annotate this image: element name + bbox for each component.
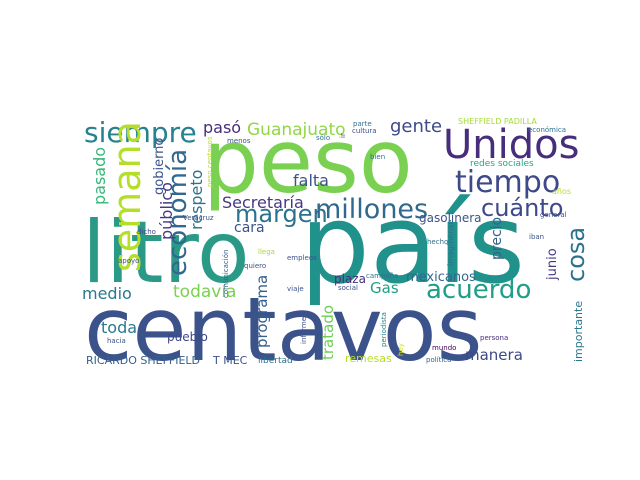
cloud-word: RICARDO SHEFFIELD [86, 354, 200, 367]
cloud-word: redes sociales [470, 159, 534, 169]
cloud-word: importante [572, 301, 585, 362]
cloud-word: años [552, 187, 571, 196]
cloud-word: hoy [397, 343, 405, 356]
cloud-word: cosa [562, 227, 590, 282]
cloud-word: cara [234, 220, 265, 236]
cloud-word: ir [339, 133, 347, 138]
cloud-word: periodista [380, 312, 388, 347]
cloud-word: todavía [173, 282, 236, 302]
cloud-word: gente [390, 116, 442, 137]
cloud-word: acuerdo [426, 275, 531, 305]
cloud-word: imagínense [446, 220, 455, 266]
cloud-word: Guanajuato [247, 120, 346, 140]
cloud-word: Gas [370, 279, 399, 297]
cloud-word: viaje [287, 285, 304, 293]
cloud-word: T MEC [212, 354, 248, 367]
cloud-word: toda [101, 318, 137, 337]
cloud-word: social [338, 284, 358, 292]
cloud-word: peso centavos [206, 136, 214, 187]
cloud-word: económica [528, 126, 566, 134]
cloud-word: Veracruz [183, 214, 214, 222]
cloud-word: pueblo [167, 330, 208, 344]
cloud-word: medio [82, 284, 132, 303]
cloud-word: comunicación [222, 250, 230, 298]
cloud-word: cuánto [481, 194, 563, 222]
cloud-word: dicho [137, 228, 156, 236]
cloud-word: gasolinera [419, 211, 482, 225]
cloud-word: parte [353, 120, 372, 128]
cloud-word: cultura [352, 127, 377, 135]
cloud-word: remesas [345, 352, 392, 365]
cloud-word: bien [370, 153, 385, 161]
cloud-word: libertad [258, 356, 293, 366]
cloud-word: política [426, 356, 451, 364]
cloud-word: sólo [316, 134, 330, 142]
cloud-word: pasó [203, 118, 241, 137]
cloud-word: manera [465, 346, 523, 364]
cloud-word: campaña [366, 272, 398, 280]
cloud-word: hecho [427, 238, 448, 246]
cloud-word: junio [545, 248, 560, 281]
word-cloud-background [80, 118, 576, 367]
cloud-word: público [157, 182, 176, 240]
cloud-word: litro [82, 203, 250, 303]
cloud-word: SHEFFIELD PADILLA [458, 117, 537, 126]
cloud-word: centavos [84, 278, 483, 381]
cloud-word: llega [258, 248, 275, 256]
cloud-word: Secretaría [222, 193, 304, 212]
cloud-word: hacia [107, 337, 126, 345]
cloud-word: apoyo [118, 257, 139, 265]
cloud-word: siempre [84, 116, 197, 149]
cloud-word: semana [105, 121, 149, 272]
cloud-word: tratado [319, 305, 337, 360]
cloud-word: informe [300, 317, 308, 344]
cloud-word: respeto [187, 170, 206, 230]
cloud-word: menos [227, 137, 251, 145]
cloud-word: persona [480, 334, 508, 342]
cloud-word: mexicanos [406, 270, 476, 285]
cloud-word: Unidos [443, 122, 579, 168]
cloud-word: quiero [244, 262, 266, 270]
cloud-word: tiempo [455, 165, 560, 200]
cloud-word: general [540, 211, 567, 219]
cloud-word: millones [315, 194, 428, 225]
cloud-word: precio [489, 217, 505, 260]
cloud-word: economía [163, 149, 193, 276]
cloud-word: empleos [287, 254, 317, 262]
cloud-word: margen [235, 200, 328, 228]
cloud-word: peso [203, 110, 413, 213]
cloud-word: mundo [432, 344, 456, 352]
cloud-word: iban [529, 233, 544, 241]
cloud-word: país [300, 180, 525, 308]
cloud-word: plaza [334, 272, 366, 286]
cloud-word: falta [293, 171, 329, 190]
cloud-word: programa [253, 275, 271, 348]
cloud-word: pasado [90, 147, 109, 205]
cloud-word: gobierno [152, 138, 167, 195]
cloud-word: dato [107, 310, 123, 318]
